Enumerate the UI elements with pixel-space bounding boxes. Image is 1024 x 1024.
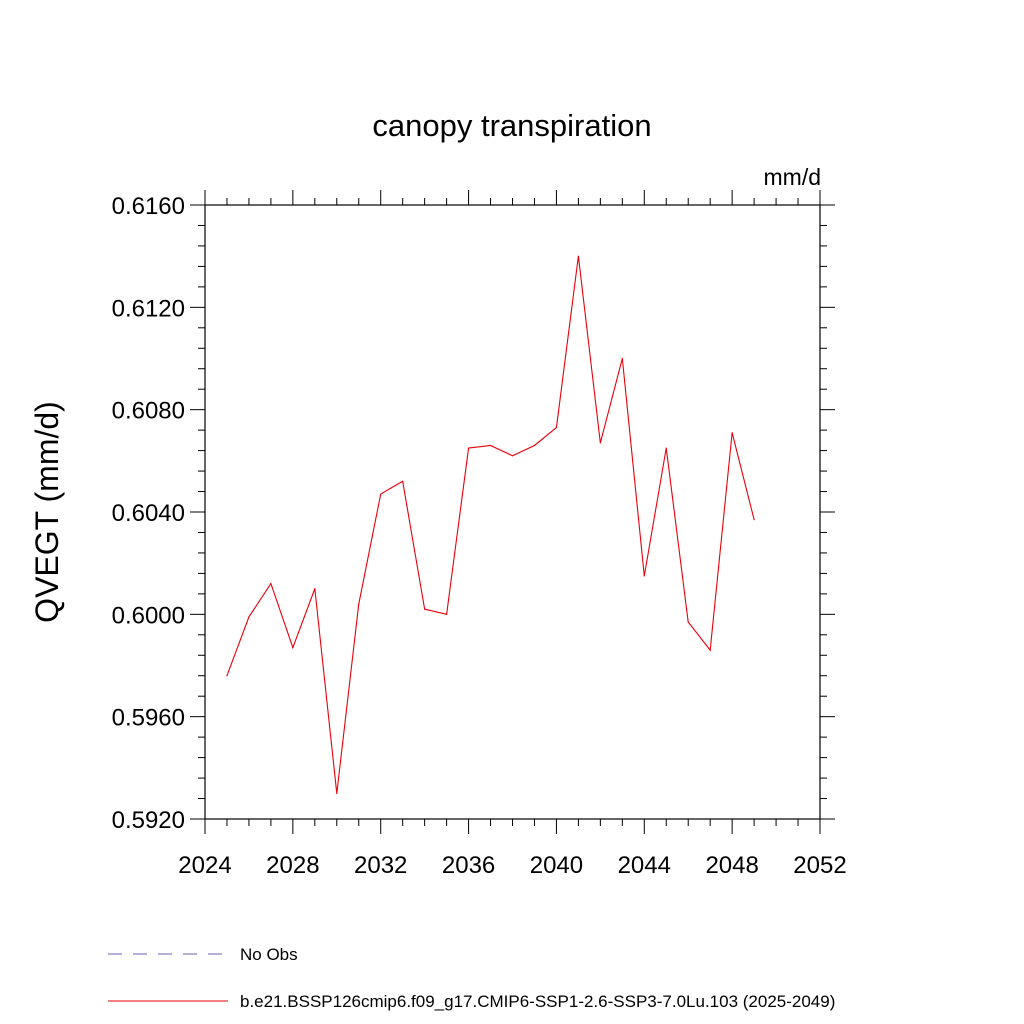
data-point — [709, 649, 711, 651]
legend-item: b.e21.BSSP126cmip6.f09_g17.CMIP6-SSP1-2.… — [108, 992, 835, 1011]
chart-title: canopy transpiration — [372, 108, 651, 143]
data-point — [248, 616, 250, 618]
data-point — [270, 583, 272, 585]
data-point — [665, 447, 667, 449]
y-tick-label: 0.6080 — [112, 398, 185, 425]
axes: 2024 2028 2032 2036 2040 2044 2048 2052 0.5920 0.… — [112, 190, 847, 879]
data-point — [226, 675, 228, 677]
data-point — [687, 621, 689, 623]
y-tick-label: 0.6040 — [112, 500, 185, 527]
data-point — [336, 792, 338, 795]
x-tick-label: 2024 — [178, 852, 231, 879]
data-point — [511, 455, 514, 457]
data-point — [446, 613, 448, 615]
y-tick-label: 0.5920 — [112, 807, 185, 834]
legend-item: No Obs — [108, 945, 298, 964]
y-tick-label: 0.6160 — [112, 193, 185, 220]
data-point — [402, 480, 404, 482]
x-tick-label: 2052 — [793, 852, 846, 879]
data-point — [380, 493, 382, 495]
data-point — [358, 603, 360, 605]
data-point — [467, 447, 470, 449]
y-axis-label: QVEGT (mm/d) — [29, 401, 65, 623]
data-point — [753, 519, 755, 521]
x-tick-label: 2032 — [354, 852, 407, 879]
x-tick-label: 2040 — [530, 852, 583, 879]
legend-label: b.e21.BSSP126cmip6.f09_g17.CMIP6-SSP1-2.… — [240, 992, 835, 1011]
data-point — [489, 444, 492, 447]
units-label: mm/d — [764, 164, 822, 190]
y-tick-label: 0.5960 — [112, 705, 185, 732]
x-tick-label: 2028 — [266, 852, 319, 879]
data-point — [643, 575, 645, 577]
y-tick-label: 0.6000 — [112, 602, 185, 629]
series-layer — [226, 255, 755, 795]
x-tick-label: 2048 — [705, 852, 758, 879]
series — [226, 255, 755, 795]
data-point — [577, 255, 579, 257]
series-line — [226, 256, 755, 794]
data-point — [424, 608, 426, 610]
x-tick-label: 2044 — [618, 852, 671, 879]
data-point — [731, 432, 733, 434]
x-tick-label: 2036 — [442, 852, 495, 879]
data-point — [555, 426, 558, 429]
legend: No Obs b.e21.BSSP126cmip6.f09_g17.CMIP6-S… — [108, 945, 835, 1011]
data-point — [533, 444, 536, 447]
y-tick-label: 0.6120 — [112, 295, 185, 322]
plot-frame — [204, 204, 821, 820]
legend-label: No Obs — [240, 945, 298, 964]
data-point — [292, 646, 294, 649]
data-point — [314, 588, 316, 590]
data-point — [621, 357, 623, 360]
data-point — [599, 442, 601, 444]
